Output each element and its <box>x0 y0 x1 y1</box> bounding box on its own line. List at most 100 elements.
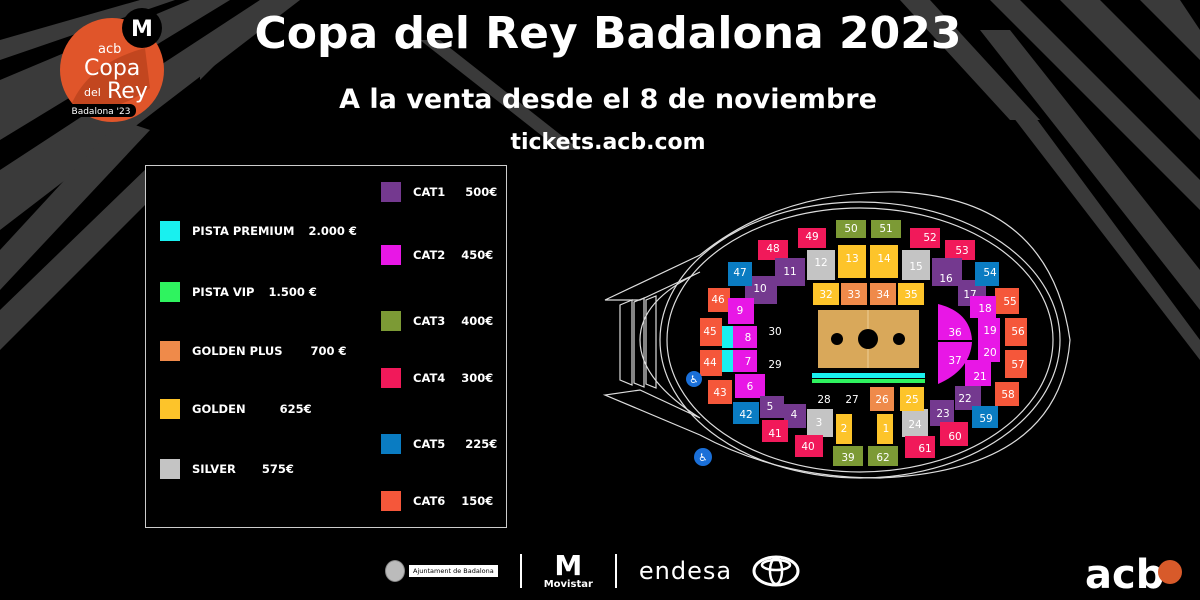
svg-text:Rey: Rey <box>107 79 148 104</box>
svg-text:42: 42 <box>739 409 752 421</box>
svg-text:14: 14 <box>877 253 891 265</box>
sponsor-bar: Ajuntament de Badalona M Movistar endesa <box>385 548 825 594</box>
svg-text:5: 5 <box>767 401 774 413</box>
legend-item-golden: GOLDEN 625€ <box>160 399 312 419</box>
svg-text:59: 59 <box>979 413 992 425</box>
svg-text:29: 29 <box>768 359 781 371</box>
svg-text:55: 55 <box>1003 296 1016 308</box>
legend-item-cat2: CAT2 450€ <box>381 245 493 265</box>
svg-text:16: 16 <box>939 273 953 285</box>
svg-text:45: 45 <box>703 326 716 338</box>
svg-text:4: 4 <box>791 409 798 421</box>
svg-text:1: 1 <box>883 423 890 435</box>
legend-item-pista-vip: PISTA VIP 1.500 € <box>160 282 317 302</box>
svg-text:56: 56 <box>1011 326 1025 338</box>
svg-text:13: 13 <box>845 253 858 265</box>
svg-text:60: 60 <box>948 431 961 443</box>
svg-text:11: 11 <box>783 266 796 278</box>
svg-text:53: 53 <box>955 245 968 257</box>
svg-text:22: 22 <box>958 393 971 405</box>
legend-item-golden-plus: GOLDEN PLUS 700 € <box>160 341 347 361</box>
color-swatch <box>381 245 401 265</box>
page-title: Copa del Rey Badalona 2023 <box>254 8 962 59</box>
svg-text:35: 35 <box>904 289 917 301</box>
svg-text:25: 25 <box>905 394 918 406</box>
color-swatch <box>381 311 401 331</box>
svg-text:58: 58 <box>1001 389 1014 401</box>
svg-text:del: del <box>84 86 101 99</box>
legend-item-pista-premium: PISTA PREMIUM 2.000 € <box>160 221 357 241</box>
svg-text:41: 41 <box>768 428 781 440</box>
acb-footer-logo: acb <box>1085 552 1165 598</box>
basketball-court <box>812 310 925 383</box>
color-swatch <box>160 341 180 361</box>
legend-item-silver: SILVER 575€ <box>160 459 294 479</box>
wheelchair-icon: ♿ <box>694 448 712 466</box>
svg-text:32: 32 <box>819 289 832 301</box>
svg-text:61: 61 <box>918 443 931 455</box>
toyota-logo-icon <box>752 555 800 587</box>
divider <box>519 554 522 588</box>
svg-text:34: 34 <box>876 289 890 301</box>
endesa-logo: endesa <box>638 557 733 585</box>
svg-text:57: 57 <box>1011 359 1024 371</box>
svg-text:36: 36 <box>948 327 962 339</box>
color-swatch <box>160 221 180 241</box>
copa-del-rey-logo: M acb Copa del Rey Badalona '23 <box>60 8 164 122</box>
svg-text:♿: ♿ <box>689 374 698 386</box>
divider <box>614 554 617 588</box>
legend-item-cat5: CAT5 225€ <box>381 434 497 454</box>
svg-text:30: 30 <box>768 326 781 338</box>
svg-text:44: 44 <box>703 357 717 369</box>
svg-text:46: 46 <box>711 294 725 306</box>
svg-text:acb: acb <box>98 42 121 57</box>
svg-text:18: 18 <box>978 303 991 315</box>
svg-text:10: 10 <box>753 283 766 295</box>
svg-text:2: 2 <box>841 423 848 435</box>
svg-text:26: 26 <box>875 394 889 406</box>
tickets-url[interactable]: tickets.acb.com <box>510 130 706 155</box>
svg-text:39: 39 <box>841 452 854 464</box>
svg-text:28: 28 <box>817 394 830 406</box>
movistar-logo: M Movistar <box>543 548 593 590</box>
color-swatch <box>381 182 401 202</box>
svg-text:27: 27 <box>845 394 858 406</box>
color-swatch <box>160 459 180 479</box>
svg-text:8: 8 <box>745 332 752 344</box>
svg-text:23: 23 <box>936 408 949 420</box>
seating-sections: 32 33 34 35 13 14 12 15 50 51 49 48 52 5… <box>700 220 1027 466</box>
svg-text:Copa: Copa <box>84 56 140 81</box>
svg-text:21: 21 <box>973 371 986 383</box>
svg-text:48: 48 <box>766 243 779 255</box>
svg-text:M: M <box>131 17 153 42</box>
svg-text:37: 37 <box>948 355 961 367</box>
ajuntament-badalona-logo: Ajuntament de Badalona <box>385 560 498 582</box>
crest-icon <box>385 560 405 582</box>
svg-text:52: 52 <box>923 232 936 244</box>
color-swatch <box>160 399 180 419</box>
svg-text:15: 15 <box>909 261 922 273</box>
svg-text:33: 33 <box>847 289 860 301</box>
svg-text:47: 47 <box>733 267 746 279</box>
svg-text:49: 49 <box>805 231 818 243</box>
svg-text:20: 20 <box>983 347 996 359</box>
svg-text:54: 54 <box>983 267 997 279</box>
svg-text:3: 3 <box>816 417 823 429</box>
svg-text:Badalona '23: Badalona '23 <box>72 107 131 117</box>
sale-date-subtitle: A la venta desde el 8 de noviembre <box>339 84 877 115</box>
svg-text:50: 50 <box>844 223 857 235</box>
svg-text:6: 6 <box>747 381 754 393</box>
wheelchair-icon: ♿ <box>686 371 702 387</box>
svg-text:19: 19 <box>983 325 996 337</box>
svg-text:7: 7 <box>745 356 752 368</box>
color-swatch <box>160 282 180 302</box>
svg-text:24: 24 <box>908 419 922 431</box>
svg-text:62: 62 <box>876 452 889 464</box>
acb-dot <box>1158 560 1182 584</box>
svg-text:51: 51 <box>879 223 892 235</box>
color-swatch <box>381 368 401 388</box>
movistar-badge <box>122 8 162 48</box>
svg-text:43: 43 <box>713 387 726 399</box>
legend-item-cat4: CAT4 300€ <box>381 368 493 388</box>
